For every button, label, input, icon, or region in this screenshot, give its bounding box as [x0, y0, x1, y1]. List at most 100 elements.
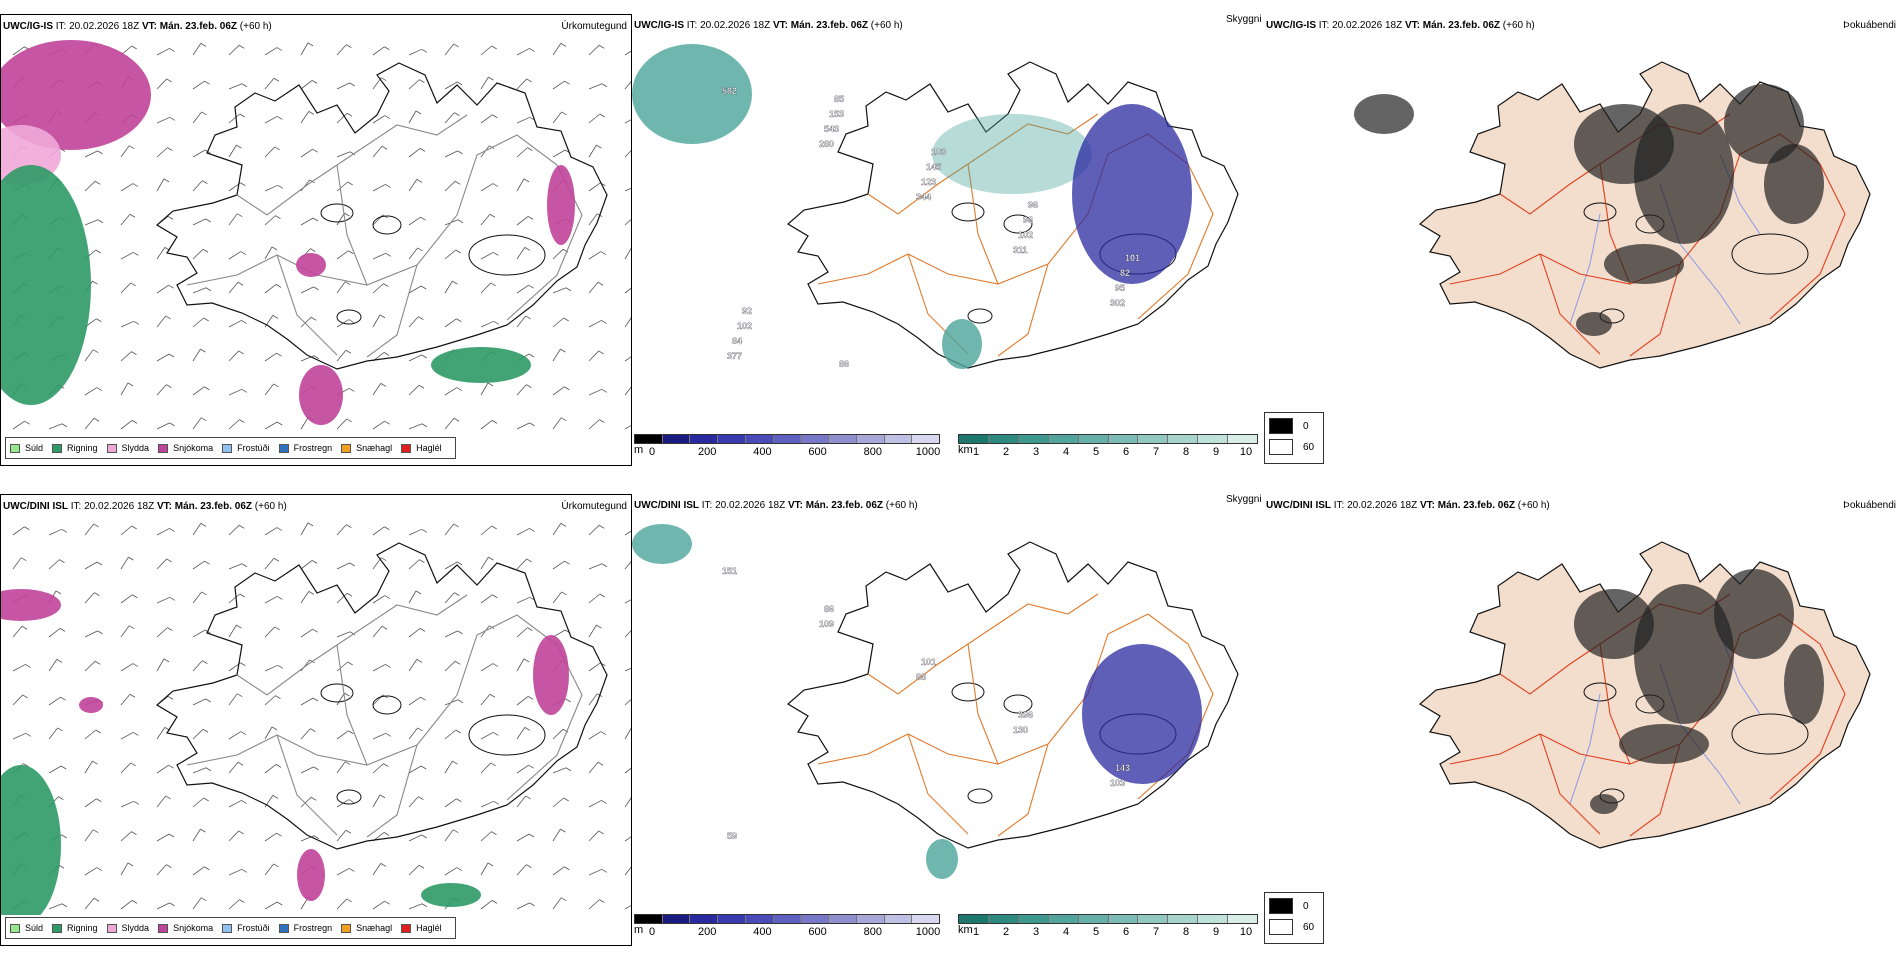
- wind-barb: [84, 592, 95, 604]
- wind-barb-flag: [346, 524, 352, 528]
- wind-barb-flag: [163, 658, 170, 663]
- wind-barb: [480, 525, 492, 536]
- wind-barb: [156, 764, 169, 774]
- wind-barb-flag: [493, 252, 499, 256]
- wind-barb-flag: [493, 732, 499, 736]
- wind-barb-flag: [346, 592, 353, 597]
- wind-barb-flag: [204, 386, 210, 391]
- valid-time: Mán. 23.feb. 06Z: [805, 500, 883, 511]
- wind-barb: [444, 630, 458, 638]
- wind-barb: [372, 420, 385, 430]
- wind-barb-flag: [236, 144, 242, 149]
- wind-barb: [408, 727, 418, 740]
- wind-barb-flag: [379, 314, 386, 319]
- wind-barb-flag: [380, 383, 387, 387]
- precip-type-panel: UWC/IG-IS IT: 20.02.2026 18Z VT: Mán. 23…: [0, 14, 632, 466]
- wind-barb-flag: [132, 663, 139, 667]
- cloud-base-label: 88: [916, 672, 926, 682]
- wind-barb-flag: [277, 116, 283, 120]
- wind-barb: [156, 658, 165, 672]
- colorbar-tick-label: 3: [1032, 446, 1040, 458]
- wind-barb: [444, 867, 458, 876]
- wind-barb: [552, 591, 562, 604]
- wind-barb-flag: [273, 77, 280, 82]
- wind-barb: [300, 42, 309, 56]
- wind-barb-flag: [598, 350, 604, 355]
- lead-time: (+60 h): [1517, 500, 1550, 511]
- road-line: [1629, 263, 1681, 357]
- wind-barb-flag: [132, 183, 139, 187]
- fog-legend-swatch: [1269, 439, 1293, 455]
- wind-barb-flag: [600, 251, 607, 255]
- wind-barb: [156, 247, 166, 260]
- wind-barb: [588, 44, 600, 56]
- wind-barb-flag: [127, 382, 134, 387]
- wind-barb-flag: [271, 246, 278, 251]
- wind-barb: [588, 113, 600, 124]
- cloud-base-label: 102: [737, 321, 752, 331]
- colorbar-cell: [662, 435, 691, 443]
- snow-area: [547, 165, 575, 245]
- wind-barb-flag: [205, 218, 211, 223]
- wind-barb-flag: [131, 351, 137, 355]
- wind-barb-flag: [489, 693, 496, 698]
- colorbar-cell: [635, 435, 663, 443]
- vt-label: VT:: [772, 20, 788, 31]
- wind-barb: [408, 559, 420, 570]
- wind-barb-flag: [419, 559, 425, 563]
- wind-barb: [192, 317, 204, 328]
- wind-barb: [408, 285, 422, 294]
- legend-swatch: [158, 443, 169, 453]
- wind-barb-flag: [563, 317, 569, 322]
- wind-barb: [588, 868, 602, 876]
- wind-barb: [624, 699, 631, 706]
- wind-barb: [516, 247, 526, 260]
- wind-barb: [588, 800, 602, 808]
- wind-barb-flag: [489, 213, 496, 218]
- wind-barb: [300, 522, 309, 536]
- wind-barb: [192, 218, 206, 226]
- wind-barb-flag: [349, 631, 356, 636]
- wind-barb: [192, 348, 201, 362]
- wind-barb-flag: [455, 249, 461, 254]
- wind-barb: [408, 864, 420, 876]
- wind-barb-flag: [381, 77, 387, 82]
- wind-barb-flag: [491, 831, 497, 835]
- init-time: 20.02.2026 18Z: [715, 500, 786, 511]
- cloud-base-label: 109: [819, 619, 834, 629]
- legend-label: Snæhagl: [356, 443, 393, 453]
- wind-barb-flag: [310, 796, 317, 801]
- glacier-myrdalsjokull: [336, 309, 362, 325]
- colorbar-tick-label: 200: [698, 926, 717, 938]
- panel-title: Þokuábendi: [1843, 20, 1896, 31]
- wind-barb-flag: [601, 320, 607, 324]
- wind-barb: [84, 660, 96, 672]
- legend-swatch: [278, 923, 289, 933]
- lead-time: (+60 h): [885, 500, 918, 511]
- wind-barb: [516, 528, 530, 536]
- wind-barb-flag: [528, 353, 535, 358]
- wind-barb: [480, 183, 494, 192]
- wind-barb-flag: [345, 281, 351, 286]
- low-visibility-area: [942, 319, 982, 369]
- wind-barb: [408, 834, 422, 842]
- wind-barb-flag: [598, 830, 604, 835]
- wind-barb: [228, 213, 238, 226]
- wind-barb: [552, 248, 564, 260]
- legend-label: Snæhagl: [356, 923, 393, 933]
- colorbar-cell: [1048, 435, 1079, 443]
- wind-barb-flag: [346, 112, 353, 117]
- road-line: [336, 164, 368, 286]
- colorbar-tick-label: 8: [1182, 446, 1190, 458]
- wind-barb-flag: [418, 796, 424, 800]
- wind-barb-flag: [127, 862, 134, 867]
- legend-item: Rigning: [52, 443, 98, 453]
- wind-barb-flag: [236, 624, 242, 629]
- legend-item: Frostúði: [222, 443, 270, 453]
- colorbar-cell: [635, 915, 663, 923]
- wind-barb: [552, 287, 567, 294]
- wind-barb: [264, 832, 277, 842]
- wind-barb-flag: [239, 593, 245, 598]
- wind-barb-flag: [276, 352, 282, 357]
- colorbar-cell: [884, 435, 913, 443]
